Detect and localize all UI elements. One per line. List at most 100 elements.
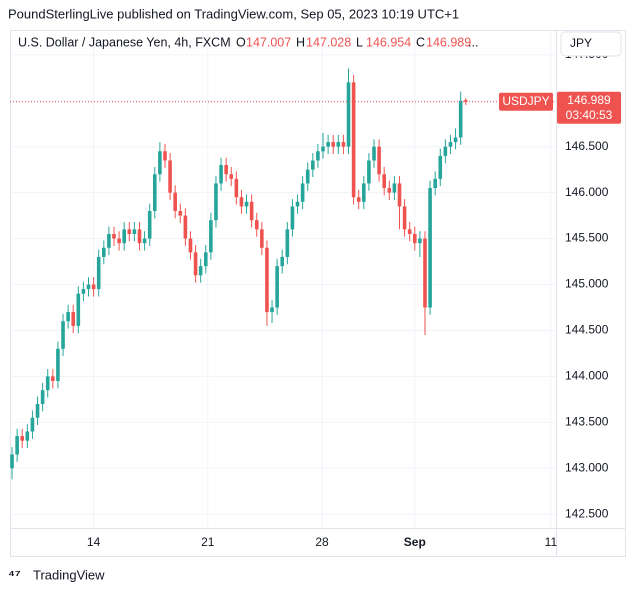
candle-body	[443, 146, 448, 156]
candle-body	[305, 169, 310, 184]
candle-body	[367, 160, 371, 184]
candle-body	[463, 100, 468, 102]
candle-body	[336, 142, 341, 147]
candle-body	[412, 233, 417, 244]
currency[interactable]: JPY	[570, 36, 592, 50]
candle-body	[203, 252, 208, 267]
candle-body	[173, 192, 177, 212]
y-tick-label: 144.000	[565, 369, 609, 383]
candle-body	[188, 238, 193, 253]
candle-body	[10, 454, 14, 469]
legend-overflow: ...	[468, 35, 478, 49]
candle-body	[356, 197, 361, 202]
candle-body	[438, 155, 443, 179]
candle-body	[407, 229, 412, 234]
candle-body	[275, 266, 279, 308]
y-tick-label: 143.000	[565, 460, 609, 474]
candle-body	[178, 211, 183, 216]
chart-frame	[10, 30, 626, 557]
candle-body	[142, 238, 147, 244]
candle-body	[152, 174, 157, 212]
candle-body	[71, 312, 76, 326]
candle-body	[392, 183, 397, 193]
candle-body	[397, 183, 402, 207]
candle-body	[377, 146, 381, 175]
candle-body	[224, 165, 228, 175]
candle-body	[168, 160, 172, 193]
header: PoundSterlingLive published on TradingVi…	[8, 6, 459, 21]
candle-body	[321, 146, 325, 152]
candle-body	[35, 403, 40, 418]
x-tick-label: 28	[315, 535, 329, 549]
candle-body	[81, 289, 86, 294]
candle-body	[30, 417, 35, 432]
candle-body	[15, 436, 19, 455]
y-tick-label: 144.500	[565, 323, 609, 337]
candle-body	[458, 100, 463, 138]
candle-body	[290, 206, 295, 230]
ohlc-key: O	[236, 35, 246, 49]
candle-body	[117, 238, 121, 244]
x-tick-label: 21	[201, 535, 215, 549]
candle-body	[56, 348, 60, 381]
candle-body	[219, 165, 223, 184]
candle-body	[198, 266, 203, 276]
candle-body	[295, 201, 300, 207]
y-tick-label: 146.500	[565, 139, 609, 153]
y-tick-label: 143.500	[565, 415, 609, 429]
candle-body	[158, 151, 162, 175]
candle-body	[331, 142, 336, 147]
candle-body	[234, 178, 239, 198]
candle-body	[433, 178, 437, 189]
x-tick-label: Sep	[404, 535, 426, 549]
candle-body	[326, 142, 330, 147]
candle-body	[127, 229, 132, 234]
symbol-label: USDJPY	[502, 94, 549, 108]
ohlc-value: 147.007	[246, 35, 291, 49]
candle-body	[346, 82, 351, 147]
countdown-label: 03:40:53	[566, 108, 613, 122]
candle-body	[122, 229, 126, 244]
candle-body	[239, 197, 244, 207]
candle-body	[418, 238, 422, 244]
ohlc-key: H	[296, 35, 305, 49]
candle-body	[285, 229, 290, 257]
candle-body	[209, 220, 213, 253]
y-tick-label: 145.000	[565, 277, 609, 291]
candle-body	[102, 247, 106, 257]
candle-body	[20, 436, 25, 441]
candle-body	[362, 183, 366, 202]
axes: 142.500 143.000 143.500 144.000 144.500 145.0…	[87, 47, 609, 549]
candle-body	[51, 376, 55, 381]
candle-body	[244, 201, 249, 207]
candle-body	[453, 137, 458, 143]
candle-body	[341, 142, 346, 147]
ohlc-legend: O 147.007 H 147.028 L 146.954 C 146.989...	[236, 35, 478, 49]
candles	[10, 68, 468, 480]
candle-body	[316, 151, 320, 161]
candle-body	[260, 229, 264, 248]
currency-button[interactable]	[560, 31, 622, 57]
ohlc-key: L	[356, 35, 363, 49]
y-tick-label: 146.000	[565, 185, 609, 199]
y-tick-label: 142.500	[565, 506, 609, 520]
logo-mark: ⁴⁷	[8, 567, 21, 583]
candle-body	[387, 188, 392, 193]
candle-body	[193, 252, 198, 276]
candle-body	[270, 307, 274, 313]
candle-body	[45, 376, 50, 391]
candle-body	[25, 431, 30, 441]
candle-body	[132, 229, 137, 234]
candle-body	[402, 206, 407, 230]
candle-body	[86, 284, 91, 290]
y-tick-label: 145.500	[565, 231, 609, 245]
candle-body	[107, 233, 111, 248]
candle-body	[311, 160, 315, 170]
ohlc-key: C	[416, 35, 425, 49]
candle-body	[214, 183, 218, 221]
candle-body	[372, 146, 376, 161]
x-tick-label: 11	[545, 535, 558, 549]
price-tag	[557, 91, 621, 124]
